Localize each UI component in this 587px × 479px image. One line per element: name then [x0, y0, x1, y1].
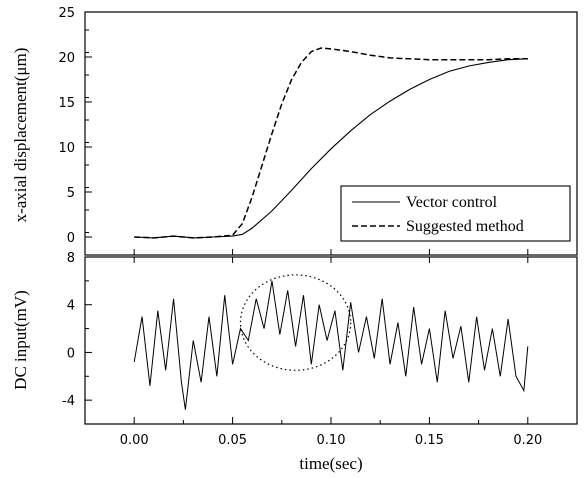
y-tick-label: 10	[58, 141, 75, 156]
y-tick-label: 0	[67, 346, 75, 361]
y-tick-label: 5	[67, 186, 75, 201]
y-tick-label: 4	[67, 299, 75, 314]
x-tick-label: 0.20	[513, 433, 542, 448]
bottom-y-axis-title: DC input(mV)	[11, 290, 30, 390]
x-axis-title: time(sec)	[299, 454, 362, 473]
bottom-plot-frame	[84, 256, 578, 425]
x-tick-label: 0.00	[120, 433, 149, 448]
dc-input-series-line	[133, 280, 529, 410]
x-tick-label: 0.05	[218, 433, 247, 448]
top-y-ticks: 0 5 10 15 20 25	[58, 6, 529, 256]
legend-item-suggested-method: Suggested method	[352, 218, 524, 235]
x-tick-label: 0.15	[415, 433, 444, 448]
top-y-axis-title: x-axial displacement(μm)	[11, 48, 30, 223]
y-tick-label: -4	[62, 394, 75, 409]
bottom-y-ticks: -4 0 4 8	[62, 251, 92, 425]
series-line-vector-control	[134, 58, 528, 239]
top-series-group	[134, 47, 528, 239]
y-tick-label: 20	[58, 51, 75, 66]
annotation-ellipse	[239, 274, 352, 371]
series-line-suggested-method	[134, 47, 528, 239]
legend-label: Suggested method	[406, 218, 524, 235]
top-panel: 0 5 10 15 20 25 x-axial displacement(μm) Vect…	[11, 6, 578, 256]
y-tick-label: 0	[67, 231, 75, 246]
y-tick-label: 15	[58, 96, 75, 111]
legend-label: Vector control	[406, 194, 498, 211]
legend: Vector control Suggested method	[340, 185, 571, 242]
legend-item-vector-control: Vector control	[352, 194, 498, 211]
x-ticks: 0.00 0.05 0.10 0.15 0.20	[84, 257, 578, 448]
y-tick-label: 25	[58, 6, 75, 21]
y-tick-label: 8	[67, 251, 75, 266]
x-tick-label: 0.10	[317, 433, 346, 448]
legend-box	[340, 185, 571, 242]
bottom-series-group	[133, 280, 529, 410]
